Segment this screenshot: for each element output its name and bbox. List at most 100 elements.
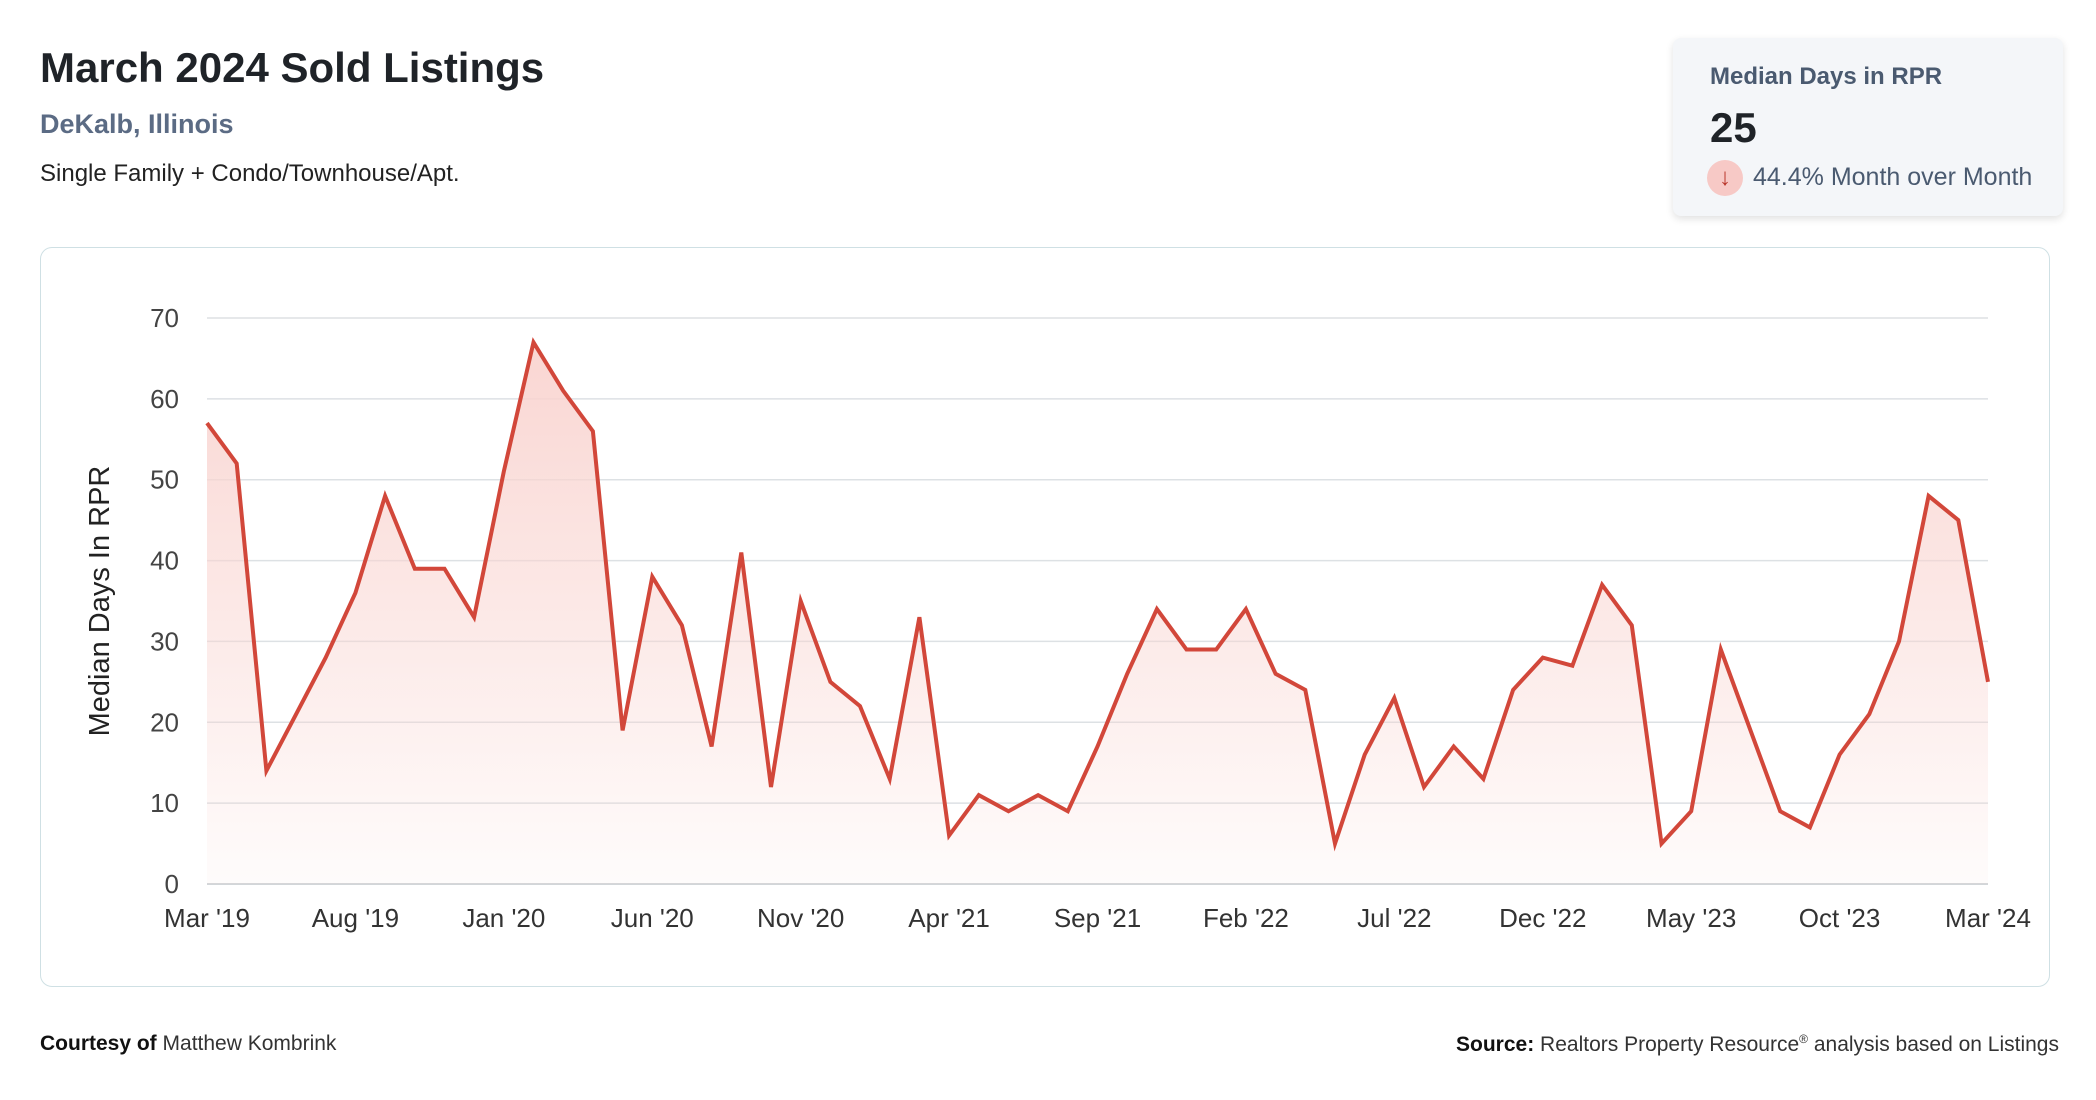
data-point [353, 591, 357, 595]
source-text: Realtors Property Resource [1540, 1033, 1800, 1056]
data-point [680, 623, 684, 627]
x-tick-label: Jan '20 [462, 903, 545, 933]
data-point [1927, 494, 1931, 498]
data-point [235, 462, 239, 466]
y-tick-label: 50 [150, 465, 179, 495]
data-point [1333, 842, 1337, 846]
data-point [1036, 793, 1040, 797]
data-point [888, 777, 892, 781]
data-point [1125, 672, 1129, 676]
stat-change-text: 44.4% Month over Month [1753, 163, 2033, 191]
data-point [1956, 518, 1960, 522]
data-point [1600, 583, 1604, 587]
data-point [1007, 809, 1011, 813]
data-point [1778, 809, 1782, 813]
chart-container: 0 10 20 30 40 50 60 70 Mar '19 Aug '19 Jan '20 Jun … [40, 247, 2050, 987]
data-point [769, 785, 773, 789]
courtesy-name: Matthew Kombrink [162, 1032, 337, 1055]
data-point [1185, 648, 1189, 652]
y-tick-label: 60 [150, 384, 179, 414]
y-tick-label: 40 [150, 546, 179, 576]
data-point [1422, 785, 1426, 789]
data-point [591, 429, 595, 433]
data-point [1838, 753, 1842, 757]
data-point [917, 615, 921, 619]
median-days-stat-card: Median Days in RPR 25 ↓ 44.4% Month over… [1673, 38, 2063, 216]
data-point [1689, 809, 1693, 813]
stat-label: Median Days in RPR [1710, 63, 1943, 90]
data-point [1363, 753, 1367, 757]
x-tick-label: May '23 [1646, 903, 1736, 933]
y-axis-label: Median Days In RPR [84, 466, 116, 737]
data-point [1719, 648, 1723, 652]
data-point [828, 680, 832, 684]
data-point [947, 834, 951, 838]
series-area [207, 342, 1988, 884]
data-point [1897, 639, 1901, 643]
data-point [294, 712, 298, 716]
y-tick-label: 20 [150, 707, 179, 737]
x-tick-label: Feb '22 [1203, 903, 1289, 933]
data-point [1244, 607, 1248, 611]
data-point [1066, 809, 1070, 813]
data-point [1986, 680, 1990, 684]
data-point [1452, 745, 1456, 749]
data-point [264, 769, 268, 773]
data-point [1274, 672, 1278, 676]
data-point [1867, 712, 1871, 716]
data-point [739, 551, 743, 555]
data-point [1481, 777, 1485, 781]
median-days-chart: 0 10 20 30 40 50 60 70 Mar '19 Aug '19 Jan '20 Jun … [84, 303, 2031, 933]
courtesy-label: Courtesy of [40, 1032, 157, 1055]
data-point [799, 599, 803, 603]
y-tick-label: 30 [150, 626, 179, 656]
data-point [650, 575, 654, 579]
data-point [1660, 842, 1664, 846]
series-line [205, 337, 1990, 852]
x-tick-label: Sep '21 [1054, 903, 1141, 933]
x-tick-label: Jun '20 [611, 903, 694, 933]
data-point [977, 793, 981, 797]
data-point [502, 470, 506, 474]
data-point [621, 728, 625, 732]
data-point [1749, 728, 1753, 732]
data-point [324, 656, 328, 660]
data-point [1630, 623, 1634, 627]
data-point [710, 745, 714, 749]
data-point [858, 704, 862, 708]
data-point [472, 615, 476, 619]
data-point [532, 340, 536, 344]
registered-mark: ® [1799, 1032, 1808, 1046]
x-tick-label: Nov '20 [757, 903, 844, 933]
data-point [413, 567, 417, 571]
x-tick-label: Dec '22 [1499, 903, 1586, 933]
y-tick-label: 0 [165, 869, 179, 899]
source-footer: Source: Realtors Property Resource® anal… [1456, 1032, 2059, 1057]
x-tick-label: Mar '19 [164, 903, 250, 933]
y-tick-label: 70 [150, 303, 179, 333]
data-point [1541, 656, 1545, 660]
x-tick-label: Apr '21 [908, 903, 990, 933]
location-subtitle: DeKalb, Illinois [40, 109, 234, 139]
data-point [1511, 688, 1515, 692]
stat-value: 25 [1710, 104, 1757, 151]
x-tick-label: Jul '22 [1357, 903, 1431, 933]
data-point [1096, 745, 1100, 749]
data-point [1570, 664, 1574, 668]
data-point [383, 494, 387, 498]
x-tick-label: Mar '24 [1945, 903, 2031, 933]
courtesy-footer: Courtesy of Matthew Kombrink [40, 1032, 336, 1056]
data-point [1303, 688, 1307, 692]
data-point [561, 389, 565, 393]
x-tick-label: Aug '19 [312, 903, 399, 933]
data-point [205, 421, 209, 425]
data-point [1808, 825, 1812, 829]
source-text-suffix: analysis based on Listings [1808, 1033, 2059, 1056]
data-point [443, 567, 447, 571]
arrow-down-icon: ↓ [1707, 160, 1743, 196]
page-title: March 2024 Sold Listings [40, 44, 545, 91]
data-point [1392, 696, 1396, 700]
x-tick-label: Oct '23 [1799, 903, 1881, 933]
property-types-text: Single Family + Condo/Townhouse/Apt. [40, 160, 460, 187]
data-point [1155, 607, 1159, 611]
